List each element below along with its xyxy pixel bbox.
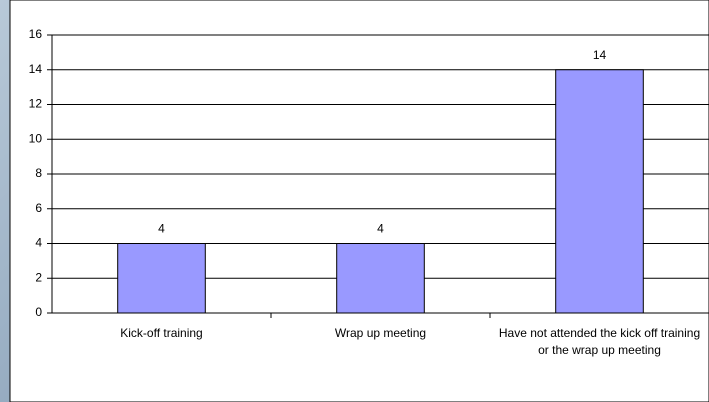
x-label-box: Wrap up meeting [334,326,427,340]
y-tick-label: 10 [29,131,43,145]
bar [117,243,206,314]
bar [336,243,425,314]
x-tick-label: Wrap up meeting [334,326,427,340]
x-label-box: Have not attended the kick off training … [498,326,701,357]
x-tick-label: Have not attended the kick off training … [498,326,701,357]
y-tick-label: 2 [35,270,42,284]
y-tick-label: 12 [29,97,43,111]
y-tick-label: 8 [35,166,42,180]
y-tick-label: 4 [35,236,42,250]
y-tick-label: 0 [35,305,42,319]
data-label: 4 [377,222,384,236]
data-label: 4 [158,222,165,236]
data-label: 14 [593,48,607,62]
x-label-box: Kick-off training [120,326,203,340]
y-tick-label: 14 [29,62,43,76]
y-tick-label: 6 [35,201,42,215]
y-tick-label: 16 [29,27,43,41]
bar [555,69,644,314]
x-tick-label: Kick-off training [120,326,203,340]
